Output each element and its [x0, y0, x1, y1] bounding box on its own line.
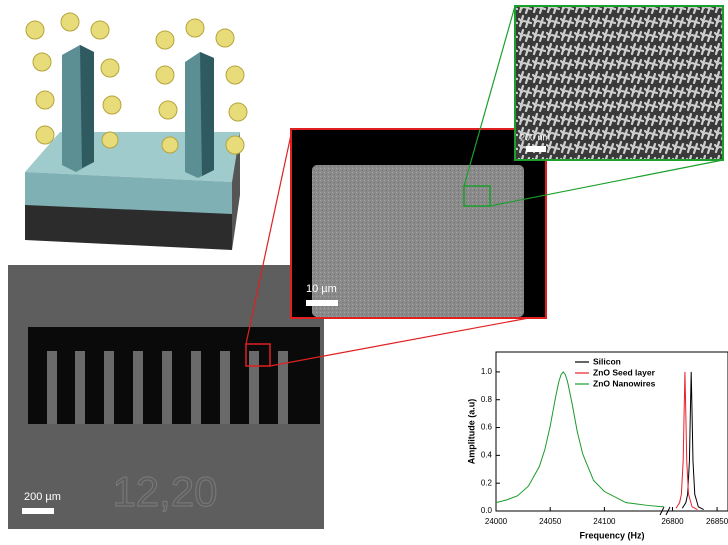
scale-label: 200 nm — [520, 132, 550, 142]
x-tick-label: 26850 — [706, 517, 728, 526]
legend-label: Silicon — [593, 356, 621, 366]
illustration — [25, 13, 247, 250]
y-tick-label: 0.0 — [481, 506, 493, 515]
y-axis-label: Amplitude (a.u) — [466, 399, 476, 465]
sem-overview: 12,20 200 µm — [8, 265, 324, 529]
x-tick-label: 24000 — [485, 517, 508, 526]
y-tick-label: 1.0 — [481, 367, 493, 376]
chart: 0.0 0.2 0.4 0.6 0.8 1.0 24000 24050 24100 26800 26… — [466, 352, 728, 540]
legend-label: ZnO Seed layer — [593, 367, 656, 377]
chip-label: 12,20 — [112, 468, 217, 515]
x-tick-label: 24100 — [593, 517, 616, 526]
legend-label: ZnO Nanowires — [593, 378, 656, 388]
y-tick-label: 0.4 — [481, 450, 493, 459]
y-tick-label: 0.2 — [481, 478, 493, 487]
figure: 12,20 200 µm 10 µm 200 nm 0.00.20.40.60.… — [0, 0, 728, 545]
y-tick-label: 0.8 — [481, 395, 493, 404]
x-tick-label: 26800 — [661, 517, 684, 526]
scale-label: 200 µm — [24, 491, 61, 503]
y-tick-label: 0.6 — [481, 423, 493, 432]
x-tick-label: 24050 — [539, 517, 562, 526]
scale-label: 10 µm — [306, 283, 337, 295]
x-axis-label: Frequency (Hz) — [579, 530, 644, 540]
